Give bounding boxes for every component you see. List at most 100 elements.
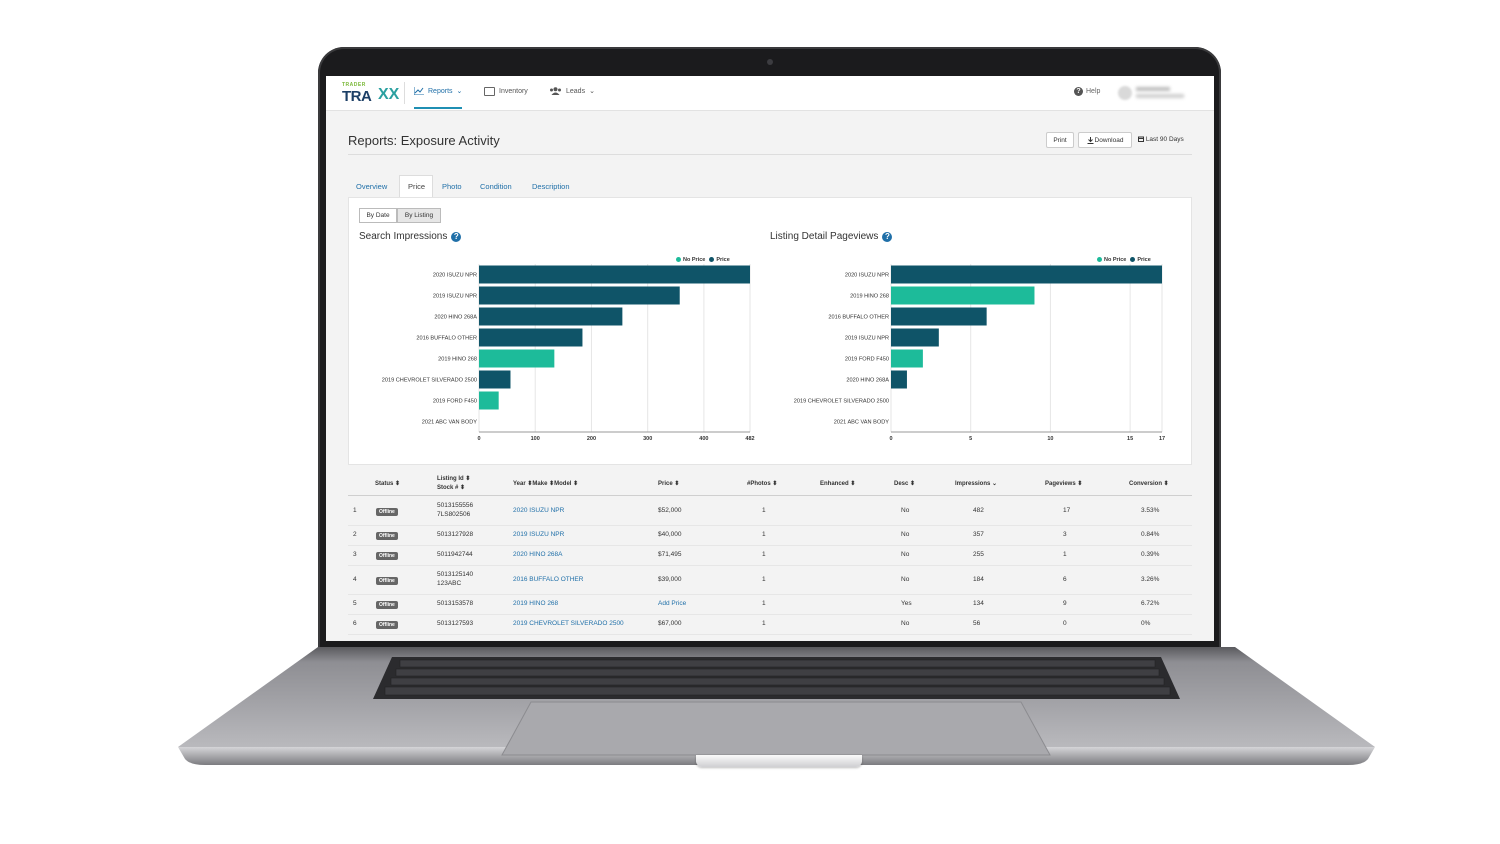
user-menu[interactable] [1118,84,1196,102]
impressions-value: 482 [973,506,984,514]
desc-value: No [901,506,910,514]
vehicle-link[interactable]: 2019 ISUZU NPR [513,531,565,538]
conversion-value: 6.72% [1141,600,1160,607]
vehicle-link[interactable]: 2019 HINO 268 [513,600,559,607]
y-tick-label: 2016 BUFFALO OTHER [416,336,477,342]
status-badge: Offline [376,552,398,560]
price-value[interactable]: Add Price [658,600,687,607]
by-listing-toggle[interactable]: By Listing [397,208,441,223]
question-icon[interactable]: ? [882,231,893,242]
legend-label: No Price [683,257,706,263]
col-header-status[interactable]: Status ⬍ [375,481,401,487]
laptop-base-shape [178,647,1375,765]
chart-title-text: Listing Detail Pageviews [770,231,879,242]
tab-overview[interactable]: Overview [356,182,388,191]
download-icon [1087,136,1094,144]
vehicle-link[interactable]: 2019 CHEVROLET SILVERADO 2500 [513,620,624,627]
desc-value: No [901,531,910,538]
status-badge: Offline [376,601,398,609]
y-tick-label: 2016 BUFFALO OTHER [828,315,889,321]
inventory-icon [484,87,495,96]
tab-price[interactable]: Price [408,182,426,191]
chart-bar [891,286,1035,305]
legend-dot-price [1130,257,1136,263]
by-date-toggle[interactable]: By Date [359,208,397,223]
header-label: Desc [894,481,909,487]
vehicle-link[interactable]: 2016 BUFFALO OTHER [513,575,584,583]
tab-description[interactable]: Description [532,182,570,191]
logo-big-text: TRA [342,88,372,105]
x-tick-label: 0 [889,436,892,442]
col-header-listing-id[interactable]: Listing Id ⬍ [437,476,471,482]
chevron-down-icon: ⌄ [456,88,463,95]
impressions-value: 184 [973,575,984,583]
price-value: $40,000 [658,531,682,538]
user-name-blurred [1136,87,1170,91]
y-tick-label: 2019 ISUZU NPR [433,294,477,300]
nav-active-indicator [414,107,462,109]
nav-item-leads[interactable]: Leads ⌄ [549,87,595,95]
tradertraxx-logo[interactable]: TRADER TRA XX [342,82,399,106]
help-link[interactable]: ? Help [1074,87,1100,96]
stock-number: 7LS802506 [437,510,471,518]
nav-item-reports[interactable]: Reports ⌄ [414,87,462,95]
legend-price[interactable]: Price [1130,257,1151,263]
col-header-year-make-model[interactable]: Year ⬍Make ⬍Model ⬍ [513,481,579,487]
listing-id: 5013127593 [437,620,474,627]
x-tick-label: 5 [969,436,972,442]
nav-item-inventory[interactable]: Inventory [484,87,528,96]
y-tick-label: 2019 FORD F450 [845,357,889,363]
x-tick-label: 0 [477,436,480,442]
col-header-impressions[interactable]: Impressions ⌄ [955,481,998,487]
tab-condition[interactable]: Condition [480,182,512,191]
col-header-desc[interactable]: Desc ⬍ [894,481,916,487]
question-icon: ? [1074,87,1083,96]
header-label: Pageviews [1045,481,1076,487]
header-label: Enhanced [820,481,849,487]
tab-active-box [399,175,433,197]
date-range-picker[interactable]: Last 90 Days [1138,136,1184,143]
chart-bar [891,265,1162,284]
listing-id: 5013127928 [437,531,474,538]
vehicle-link[interactable]: 2020 HINO 268A [513,551,563,558]
listing-pageviews-chart: 2020 ISUZU NPR 2019 HINO 268 2016 BUFFALO … [794,264,1165,442]
y-tick-label: 2019 CHEVROLET SILVERADO 2500 [794,399,889,405]
x-tick-label: 400 [699,436,708,442]
col-header-enhanced[interactable]: Enhanced ⬍ [820,481,856,487]
question-icon[interactable]: ? [451,231,462,242]
print-button[interactable]: Print [1046,132,1074,148]
y-tick-label: 2021 ABC VAN BODY [422,420,478,426]
users-icon [550,87,561,95]
col-header-conversion[interactable]: Conversion ⬍ [1129,481,1169,487]
col-header-price[interactable]: Price ⬍ [658,481,680,487]
conversion-value: 0% [1141,620,1151,627]
help-label: Help [1086,88,1101,95]
tab-photo[interactable]: Photo [442,182,462,191]
x-tick-label: 300 [643,436,652,442]
download-button[interactable]: Download [1078,132,1132,148]
chart-legend: No Price Price [676,257,730,263]
stock-number: 123ABC [437,579,462,587]
listing-id: 5011942744 [437,551,473,558]
header-label: #Photos [747,481,771,487]
header-label: Year [513,481,526,487]
price-value: $71,495 [658,551,682,558]
header-label: Impressions [955,481,991,487]
vehicle-link[interactable]: 2020 ISUZU NPR [513,506,565,514]
col-header-photos[interactable]: #Photos ⬍ [747,481,778,487]
chart-bar [479,265,750,284]
col-header-stock[interactable]: Stock # ⬍ [437,485,466,491]
desc-value: No [901,575,910,583]
header-label: Status [375,481,394,487]
legend-no-price[interactable]: No Price [1097,257,1126,263]
legend-label: Price [716,257,730,263]
legend-no-price[interactable]: No Price [676,257,705,263]
nav-leads-label: Leads [566,87,586,95]
laptop-base [178,647,1375,767]
legend-price[interactable]: Price [709,257,730,263]
row-number: 2 [353,531,357,538]
pageviews-value: 6 [1063,575,1067,583]
col-header-pageviews[interactable]: Pageviews ⬍ [1045,481,1083,487]
y-tick-label: 2019 ISUZU NPR [845,336,889,342]
chart-title-text: Search Impressions [359,231,448,242]
